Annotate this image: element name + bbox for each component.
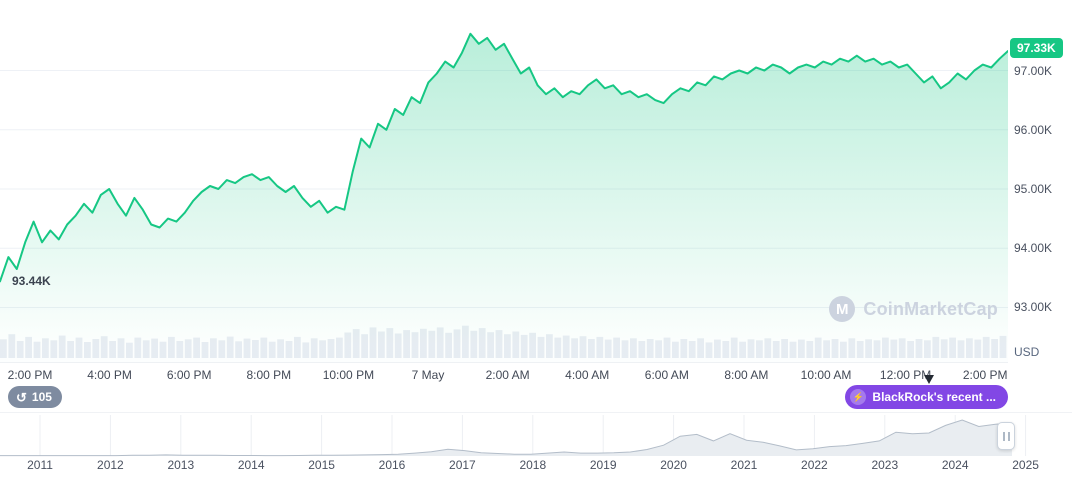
year-label: 2021 (730, 458, 758, 472)
price-y-axis: 97.33K USD 97.00K 96.00K 95.00K 94.00K 93.00… (1008, 0, 1072, 362)
year-label: 2017 (449, 458, 476, 472)
x-axis-label: 12:00 PM (879, 368, 932, 382)
x-axis-label: 10:00 AM (800, 368, 852, 382)
low-price-label: 93.44K (12, 274, 51, 289)
coinmarketcap-watermark: M CoinMarketCap (829, 296, 998, 322)
navigator-area-chart-svg (0, 415, 1027, 457)
news-marker-icon[interactable] (924, 375, 934, 384)
history-count: 105 (31, 390, 52, 404)
range-handle[interactable] (997, 422, 1015, 450)
x-axis-label: 8:00 PM (246, 368, 292, 382)
y-axis-label: 97.00K (1014, 63, 1053, 78)
price-x-axis: 2:00 PM 4:00 PM 6:00 PM 8:00 PM 10:00 PM 7 Ma… (0, 362, 1072, 386)
x-axis-label: 10:00 PM (322, 368, 375, 382)
x-axis-label: 2:00 PM (7, 368, 53, 382)
year-label: 2024 (941, 458, 969, 472)
x-axis-label: 2:00 AM (485, 368, 530, 382)
y-axis-label: 95.00K (1014, 181, 1053, 196)
x-axis-label: 8:00 AM (724, 368, 769, 382)
watermark-label: CoinMarketCap (863, 298, 998, 319)
year-label: 2023 (871, 458, 899, 472)
history-icon: ↺ (16, 389, 27, 405)
year-label: 2022 (801, 458, 828, 472)
year-label: 2014 (237, 458, 265, 472)
year-label: 2018 (519, 458, 547, 472)
y-axis-label: 96.00K (1014, 122, 1053, 137)
x-axis-label: 4:00 AM (565, 368, 610, 382)
x-axis-label: 6:00 AM (644, 368, 689, 382)
price-area-chart-svg (0, 32, 1008, 362)
x-axis-label: 7 May (411, 368, 445, 382)
timeline-years: 2011 2012 2013 2014 2015 2016 2017 2018 2019 2020… (0, 456, 1072, 477)
year-label: 2016 (378, 458, 406, 472)
history-count-badge[interactable]: ↺ 105 (8, 386, 62, 408)
x-axis-label: 4:00 PM (87, 368, 132, 382)
price-chart[interactable]: 93.44K M CoinMarketCap (0, 0, 1008, 363)
year-label: 2011 (27, 458, 53, 472)
lightning-icon: ⚡ (850, 389, 867, 405)
year-label: 2012 (97, 458, 124, 472)
current-price-badge: 97.33K (1010, 38, 1063, 58)
year-label: 2015 (308, 458, 335, 472)
news-badge[interactable]: ⚡ BlackRock's recent ... (845, 385, 1008, 409)
y-axis-label: 93.00K (1014, 300, 1053, 315)
timeline-navigator[interactable] (0, 412, 1072, 457)
usd-unit-label: USD (1014, 345, 1040, 359)
year-label: 2019 (589, 458, 617, 472)
x-axis-label: 2:00 PM (962, 368, 1008, 382)
year-label: 2025 (1012, 458, 1039, 472)
year-label: 2020 (660, 458, 687, 472)
y-axis-label: 94.00K (1014, 241, 1053, 256)
coinmarketcap-logo-icon: M (829, 296, 856, 322)
news-badge-label: BlackRock's recent ... (872, 390, 996, 404)
x-axis-label: 6:00 PM (166, 368, 212, 382)
year-label: 2013 (167, 458, 195, 472)
